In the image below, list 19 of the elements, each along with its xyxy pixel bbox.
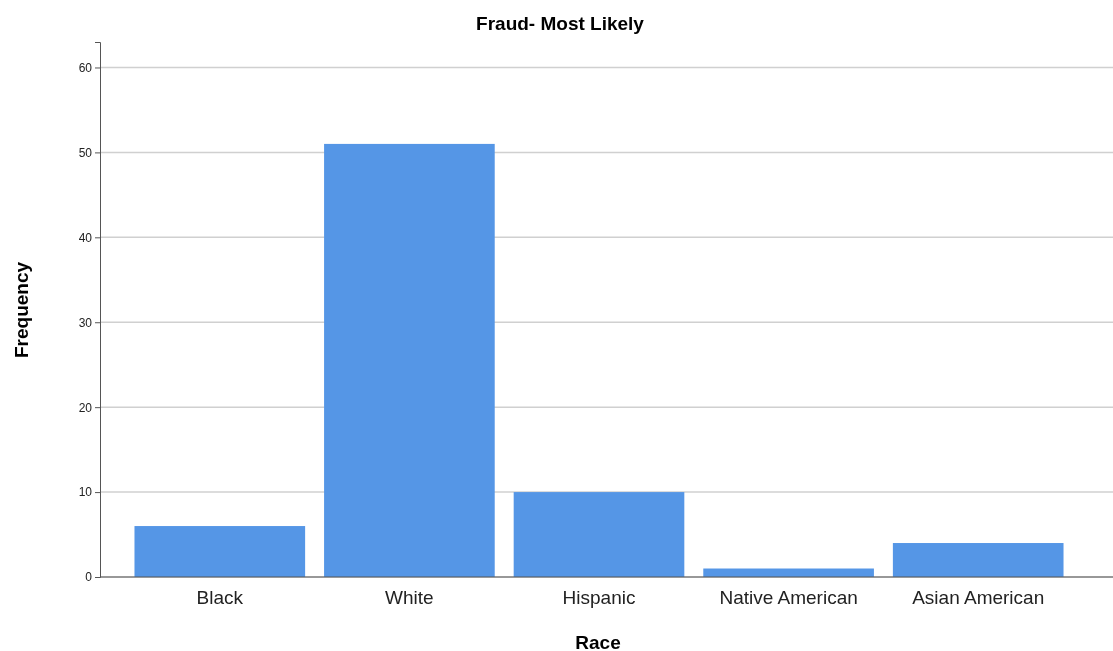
y-tick-label: 20 xyxy=(78,400,93,415)
y-tick-label: 10 xyxy=(78,485,93,500)
y-tick-label: 50 xyxy=(78,145,93,160)
y-tick-label: 60 xyxy=(78,60,93,75)
x-tick-label: White xyxy=(385,587,434,609)
x-tick-label: Asian American xyxy=(912,587,1045,609)
x-axis-title: Race xyxy=(575,632,621,651)
y-axis-title: Frequency xyxy=(11,261,32,359)
chart-title: Fraud- Most Likely xyxy=(476,13,645,34)
bar xyxy=(324,143,495,577)
x-tick-label: Hispanic xyxy=(562,587,636,609)
x-tick-label: Native American xyxy=(719,587,858,609)
bar xyxy=(134,526,306,577)
bar xyxy=(892,543,1064,577)
y-tick-label: 0 xyxy=(85,570,93,585)
x-tick-label: Black xyxy=(196,587,244,609)
bar xyxy=(513,492,685,577)
y-tick-label: 40 xyxy=(78,230,93,245)
y-tick-label: 30 xyxy=(78,315,93,330)
